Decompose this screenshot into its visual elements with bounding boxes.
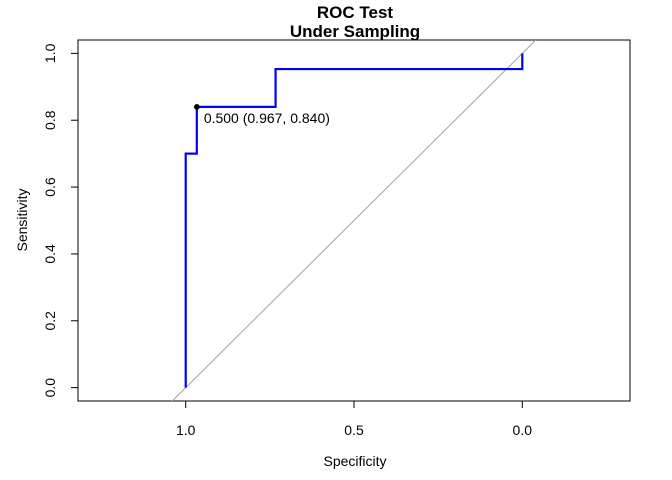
threshold-label: 0.500 (0.967, 0.840) — [204, 110, 330, 126]
x-tick-label: 0.0 — [513, 422, 533, 438]
y-axis-label: Sensitivity — [14, 188, 30, 251]
y-tick-label: 0.6 — [42, 177, 58, 197]
roc-curve — [184, 53, 524, 388]
y-tick-label: 0.2 — [42, 311, 58, 331]
y-tick-label: 1.0 — [42, 43, 58, 63]
chart-subtitle: Under Sampling — [290, 22, 420, 41]
y-tick-label: 0.0 — [42, 378, 58, 398]
x-tick-label: 1.0 — [176, 422, 196, 438]
threshold-point — [194, 104, 200, 110]
y-tick-label: 0.8 — [42, 110, 58, 130]
x-axis-label: Specificity — [323, 453, 386, 469]
x-tick-label: 0.5 — [344, 422, 364, 438]
chart-title: ROC Test — [317, 3, 394, 22]
y-axis: 0.0 0.2 0.4 0.6 0.8 1.0 — [42, 43, 79, 398]
reference-diagonal — [171, 40, 537, 401]
x-axis: 1.0 0.5 0.0 — [176, 400, 533, 438]
y-tick-label: 0.4 — [42, 244, 58, 264]
